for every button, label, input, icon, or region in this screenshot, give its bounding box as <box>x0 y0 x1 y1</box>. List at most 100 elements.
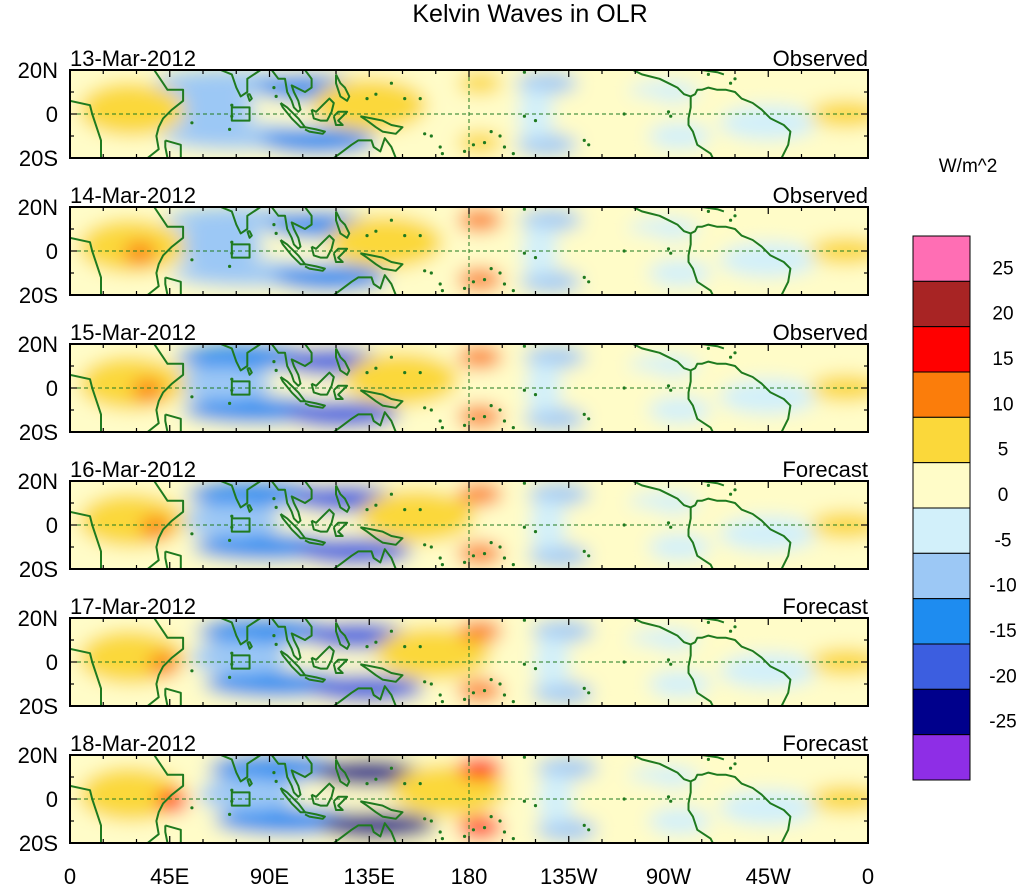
island <box>440 700 444 704</box>
coastline <box>196 344 199 345</box>
panel-date: 14-Mar-2012 <box>70 183 196 208</box>
island <box>462 423 467 427</box>
island <box>502 419 507 423</box>
island <box>418 508 422 512</box>
island <box>669 799 673 803</box>
island <box>423 543 427 547</box>
island <box>511 426 515 430</box>
olr-anomaly <box>531 620 594 643</box>
island <box>403 645 407 649</box>
olr-anomaly <box>527 544 590 567</box>
latitude-label: 20N <box>18 469 58 494</box>
olr-anomaly <box>719 516 818 552</box>
colorbar-label: 10 <box>992 394 1013 415</box>
island <box>533 256 538 260</box>
island <box>418 645 422 649</box>
coastline <box>332 795 349 811</box>
panel-date: 18-Mar-2012 <box>70 731 196 756</box>
island <box>272 223 276 227</box>
coastline <box>332 384 349 400</box>
panel-kind: Forecast <box>782 594 868 619</box>
olr-anomaly <box>719 242 818 278</box>
island <box>529 340 532 343</box>
coastline <box>304 537 326 546</box>
island <box>418 782 422 786</box>
olr-anomaly <box>124 242 156 265</box>
island <box>272 497 276 501</box>
colorbar-swatch <box>912 507 971 554</box>
island <box>733 351 737 355</box>
longitude-label: 90E <box>250 864 289 887</box>
island <box>502 556 507 560</box>
coastline <box>310 645 335 670</box>
island <box>522 251 527 255</box>
island <box>230 651 234 655</box>
olr-anomaly <box>579 642 669 669</box>
island <box>587 554 591 558</box>
island <box>669 251 673 255</box>
island <box>193 296 196 299</box>
olr-anomaly <box>810 648 868 676</box>
island <box>502 145 507 149</box>
island <box>274 94 278 98</box>
coastline <box>164 413 182 432</box>
island <box>522 481 527 485</box>
island <box>438 419 442 423</box>
coastline <box>270 755 313 798</box>
coastline <box>246 93 253 102</box>
longitude-label: 0 <box>64 864 76 887</box>
island <box>462 697 467 702</box>
coastline <box>196 755 199 756</box>
olr-anomaly <box>174 366 273 402</box>
island <box>423 269 427 273</box>
olr-anomaly <box>531 681 594 704</box>
olr-anomaly <box>810 100 868 128</box>
coastline <box>687 507 714 569</box>
olr-anomaly <box>78 768 186 821</box>
island <box>587 691 591 695</box>
olr-anomaly <box>78 357 186 410</box>
island <box>529 477 532 480</box>
olr-panel: 20N 0 20S 14-Mar-2012 Observed <box>18 183 869 308</box>
colorbar-label: 5 <box>998 440 1009 461</box>
island <box>706 757 711 762</box>
island <box>438 282 442 286</box>
island <box>429 271 433 275</box>
longitude-axis: 0 45E 90E 135E 180 135W 90W 45W 0 <box>64 864 874 887</box>
island <box>190 669 194 673</box>
olr-anomaly <box>457 72 503 95</box>
island <box>440 426 444 430</box>
island <box>511 837 515 841</box>
island <box>374 92 378 96</box>
olr-anomaly <box>533 635 570 689</box>
coastline <box>220 481 262 509</box>
island <box>272 360 276 364</box>
island <box>666 658 671 662</box>
island <box>228 127 232 131</box>
island <box>582 549 586 554</box>
island <box>274 779 278 784</box>
island <box>511 152 515 156</box>
island <box>230 788 234 792</box>
island <box>429 545 433 549</box>
island <box>498 134 502 138</box>
island <box>511 700 515 704</box>
coastline <box>687 233 714 295</box>
island <box>423 406 427 410</box>
coastline <box>632 344 792 432</box>
island <box>272 634 276 638</box>
olr-anomaly <box>272 264 388 291</box>
island <box>462 149 467 153</box>
coastline <box>146 481 185 569</box>
colorbar-swatch <box>912 688 971 736</box>
longitude-label: 90W <box>646 864 691 887</box>
colorbar-label: 25 <box>992 258 1013 279</box>
olr-anomaly <box>810 785 868 813</box>
island <box>533 804 538 808</box>
colorbar-label: -5 <box>995 530 1012 551</box>
island <box>374 640 378 644</box>
colorbar-swatch <box>912 552 971 600</box>
island <box>706 209 711 213</box>
coastline <box>279 513 306 540</box>
coastline <box>146 344 185 432</box>
